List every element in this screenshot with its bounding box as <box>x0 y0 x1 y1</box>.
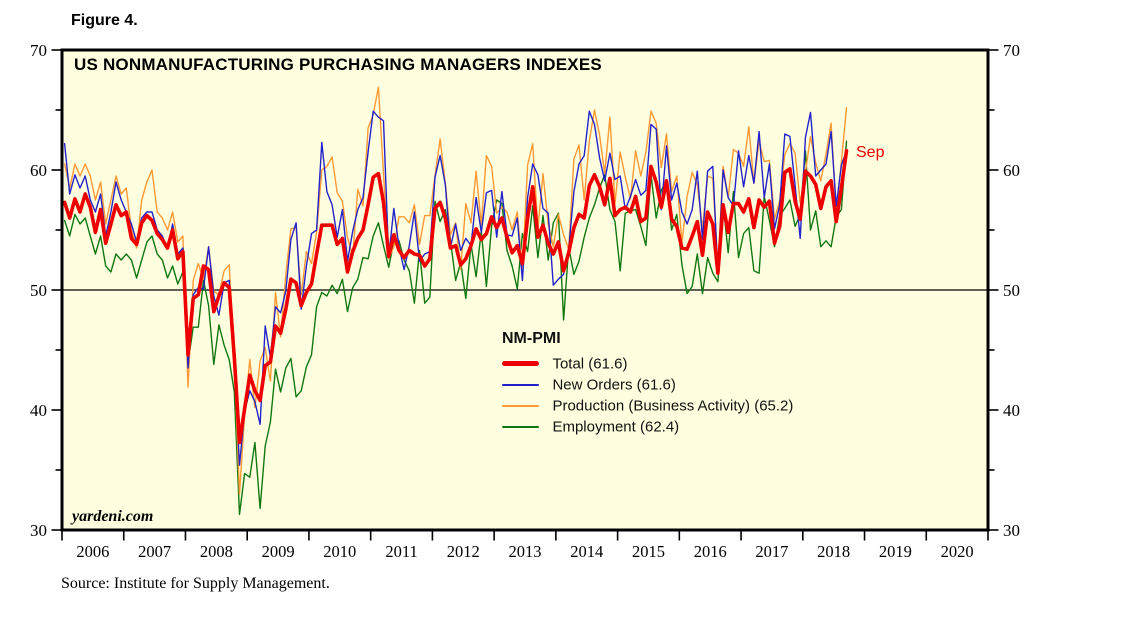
plot-border <box>60 48 990 532</box>
x-axis-year-label: 2012 <box>447 542 480 561</box>
x-axis-year-label: 2019 <box>879 542 912 561</box>
total-line-swatch <box>502 361 539 367</box>
y-axis-label-left: 30 <box>30 521 47 540</box>
x-axis-year-label: 2016 <box>694 542 727 561</box>
x-axis-year-label: 2017 <box>755 542 788 561</box>
y-axis-label-left: 70 <box>30 41 47 60</box>
x-axis-year-label: 2013 <box>509 542 542 561</box>
legend-header: NM-PMI <box>502 330 561 347</box>
y-axis-label-left: 60 <box>30 161 47 180</box>
legend-item-total: Total (61.6) <box>502 353 793 374</box>
x-axis-year-label: 2015 <box>632 542 665 561</box>
x-axis-year-label: 2018 <box>817 542 850 561</box>
y-axis-label-right: 70 <box>1003 41 1020 60</box>
employment-line-swatch <box>502 425 539 428</box>
y-axis-label-right: 50 <box>1003 281 1020 300</box>
x-axis-year-label: 2009 <box>262 542 295 561</box>
x-axis-year-label: 2011 <box>385 542 417 561</box>
y-axis-label-right: 60 <box>1003 161 1020 180</box>
y-axis-label-left: 40 <box>30 401 47 420</box>
x-axis-year-label: 2010 <box>323 542 356 561</box>
legend-label-employment: Employment (62.4) <box>552 418 680 436</box>
y-axis-label-right: 30 <box>1003 521 1020 540</box>
legend-label-total: Total (61.6) <box>552 355 628 373</box>
x-axis-year-label: 2007 <box>138 542 171 561</box>
legend-item-new-orders: New Orders (61.6) <box>502 374 793 395</box>
x-axis-year-label: 2008 <box>200 542 233 561</box>
series-line-employment <box>63 140 848 516</box>
chart-title: US NONMANUFACTURING PURCHASING MANAGERS … <box>74 55 602 74</box>
source-note: Source: Institute for Supply Management. <box>61 575 330 592</box>
y-axis-label-right: 40 <box>1003 401 1020 420</box>
legend-item-production: Production (Business Activity) (65.2) <box>502 395 793 416</box>
x-axis-year-label: 2020 <box>941 542 974 561</box>
series-line-new-orders <box>63 110 848 466</box>
x-axis-year-label: 2006 <box>76 542 109 561</box>
y-axis-label-left: 50 <box>30 281 47 300</box>
new-orders-line-swatch <box>502 383 539 386</box>
legend: NM-PMI Total (61.6) New Orders (61.6) Pr… <box>502 330 793 437</box>
figure-label: Figure 4. <box>71 12 138 29</box>
yardeni-watermark: yardeni.com <box>72 508 154 525</box>
production-line-swatch <box>502 404 539 407</box>
series-line-total <box>62 149 849 445</box>
x-axis-year-label: 2014 <box>570 542 603 561</box>
legend-label-new-orders: New Orders (61.6) <box>552 376 676 394</box>
legend-label-production: Production (Business Activity) (65.2) <box>552 397 794 415</box>
legend-item-employment: Employment (62.4) <box>502 416 793 437</box>
last-point-month-label: Sep <box>856 144 885 161</box>
